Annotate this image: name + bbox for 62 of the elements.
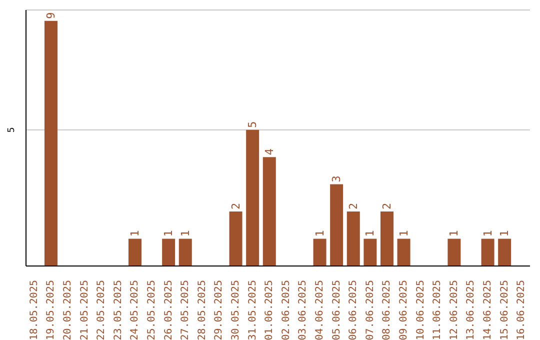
bar bbox=[448, 238, 461, 266]
x-tick-label: 18.05.2025 bbox=[28, 280, 40, 340]
bar bbox=[481, 238, 494, 266]
x-tick-label: 29.05.2025 bbox=[214, 280, 225, 340]
x-tick-label: 22.05.2025 bbox=[96, 280, 108, 340]
bar bbox=[262, 157, 276, 266]
x-tick-label: 07.06.2025 bbox=[364, 280, 376, 340]
bar bbox=[128, 238, 142, 266]
x-tick-label: 05.06.2025 bbox=[331, 280, 342, 340]
x-tick-label: 04.06.2025 bbox=[314, 280, 326, 340]
data-label: 2 bbox=[380, 202, 394, 210]
x-tick-label: 25.05.2025 bbox=[146, 280, 158, 340]
x-tick-label: 02.06.2025 bbox=[280, 280, 292, 340]
x-tick-label: 30.05.2025 bbox=[230, 280, 242, 340]
x-tick-label: 26.05.2025 bbox=[163, 280, 174, 340]
bar bbox=[397, 238, 410, 266]
bar bbox=[380, 212, 394, 266]
bar bbox=[162, 238, 176, 266]
x-tick-label: 28.05.2025 bbox=[196, 280, 208, 340]
data-label: 3 bbox=[330, 176, 344, 182]
data-label: 2 bbox=[346, 202, 360, 210]
data-label: 1 bbox=[397, 230, 410, 237]
x-tick-label: 12.06.2025 bbox=[448, 280, 460, 340]
x-tick-label: 27.05.2025 bbox=[180, 280, 192, 340]
bar bbox=[44, 20, 58, 266]
x-tick-label: 14.06.2025 bbox=[482, 280, 494, 340]
x-tick-label: 06.06.2025 bbox=[348, 280, 360, 340]
x-tick-label: 19.05.2025 bbox=[46, 280, 57, 340]
data-label: 1 bbox=[448, 230, 461, 237]
bar bbox=[346, 212, 360, 266]
x-tick-label: 09.06.2025 bbox=[398, 280, 410, 340]
x-tick-label: 16.06.2025 bbox=[516, 280, 528, 340]
data-label: 1 bbox=[178, 230, 192, 237]
data-label: 4 bbox=[262, 148, 276, 156]
data-label: 1 bbox=[364, 230, 377, 237]
bar bbox=[229, 212, 242, 266]
x-tick-label: 15.06.2025 bbox=[499, 280, 510, 340]
x-tick-label: 01.06.2025 bbox=[264, 280, 276, 340]
x-tick-label: 20.05.2025 bbox=[62, 280, 74, 340]
x-tick-label: 24.05.2025 bbox=[130, 280, 141, 340]
bar bbox=[330, 184, 344, 266]
bar bbox=[498, 238, 512, 266]
x-tick-label: 03.06.2025 bbox=[298, 280, 309, 340]
bar bbox=[313, 238, 326, 266]
data-label: 1 bbox=[498, 230, 512, 237]
data-label: 5 bbox=[246, 121, 260, 128]
data-label: 9 bbox=[44, 12, 58, 19]
bar bbox=[364, 238, 377, 266]
data-label: 1 bbox=[162, 230, 176, 237]
x-tick-label: 10.06.2025 bbox=[415, 280, 426, 340]
data-label: 1 bbox=[313, 230, 326, 237]
bar bbox=[246, 130, 260, 266]
data-label: 2 bbox=[229, 202, 242, 210]
x-tick-label: 23.05.2025 bbox=[112, 280, 124, 340]
data-label: 1 bbox=[128, 230, 142, 237]
x-tick-label: 13.06.2025 bbox=[466, 280, 477, 340]
x-tick-label: 21.05.2025 bbox=[79, 280, 90, 340]
x-tick-label: 31.05.2025 bbox=[247, 280, 258, 340]
x-tick-label: 08.06.2025 bbox=[382, 280, 393, 340]
bar bbox=[178, 238, 192, 266]
x-tick-label: 11.06.2025 bbox=[432, 280, 444, 340]
data-label: 1 bbox=[481, 230, 494, 237]
